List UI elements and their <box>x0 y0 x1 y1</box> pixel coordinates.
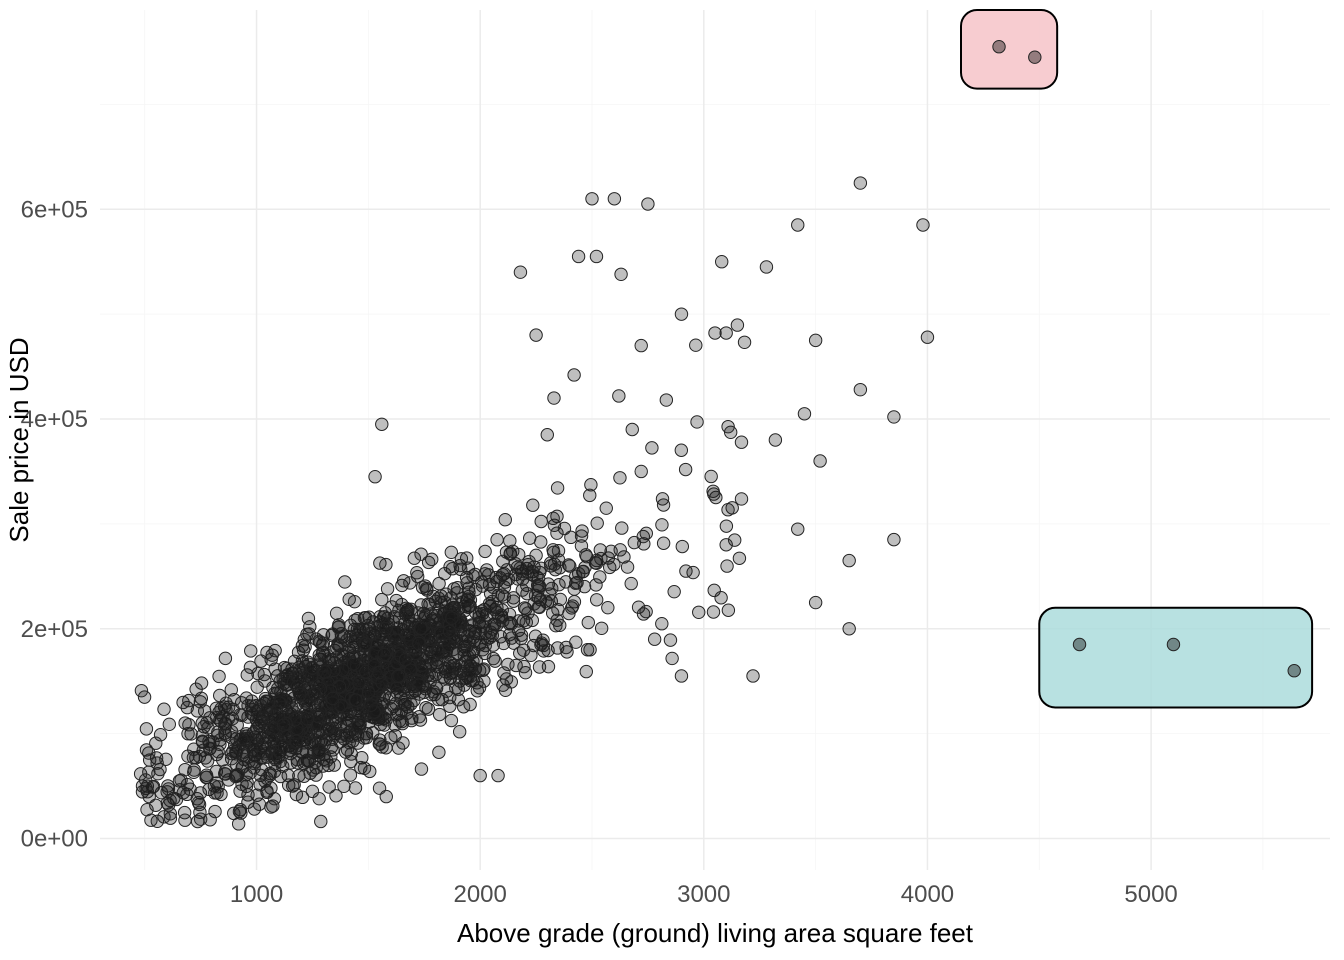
x-tick-label: 3000 <box>677 881 730 908</box>
scatter-chart: 100020003000400050000e+002e+054e+056e+05… <box>0 0 1344 960</box>
y-tick-label: 6e+05 <box>21 196 88 223</box>
y-axis-label: Sale price in USD <box>4 337 34 542</box>
chart-svg: 100020003000400050000e+002e+054e+056e+05… <box>0 0 1344 960</box>
x-tick-label: 2000 <box>453 881 506 908</box>
y-tick-label: 0e+00 <box>21 826 88 853</box>
highlight-point <box>1167 638 1179 650</box>
x-tick-label: 5000 <box>1124 881 1177 908</box>
highlight-point <box>1029 51 1041 63</box>
x-axis-label: Above grade (ground) living area square … <box>457 918 974 948</box>
highlight-point <box>1073 638 1085 650</box>
teal-box <box>1039 608 1312 708</box>
y-tick-label: 2e+05 <box>21 616 88 643</box>
x-tick-label: 4000 <box>901 881 954 908</box>
pink-box <box>961 10 1057 89</box>
x-tick-label: 1000 <box>230 881 283 908</box>
highlight-point <box>993 41 1005 53</box>
highlight-point <box>1288 665 1300 677</box>
